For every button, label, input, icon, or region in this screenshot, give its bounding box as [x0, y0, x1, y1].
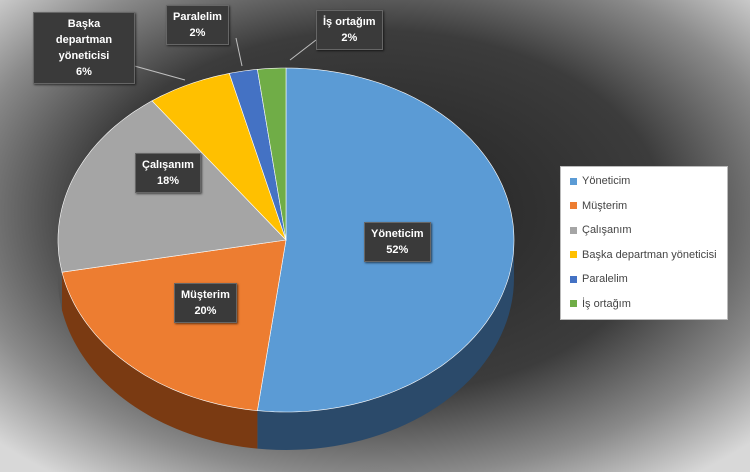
legend-item: Çalışanım: [570, 224, 632, 236]
data-label-yoneticim: Yöneticim 52%: [364, 222, 431, 262]
data-label-paralelim: Paralelim 2%: [166, 5, 229, 45]
legend-swatch: [570, 251, 577, 258]
data-label-calisanim: Çalışanım 18%: [135, 153, 201, 193]
data-label-baska-departman: Başka departman yöneticisi 6%: [33, 12, 135, 84]
data-label-musterim: Müşterim 20%: [174, 283, 237, 323]
legend-item: Başka departman yöneticisi: [570, 249, 717, 261]
pie-slice-1: [61, 239, 287, 411]
legend-label: Çalışanım: [582, 224, 632, 236]
legend-swatch: [570, 300, 577, 307]
legend-swatch: [570, 177, 577, 185]
legend: Yöneticim Müşterim Çalışanım Başka departma…: [560, 166, 728, 320]
legend-item: Paralelim: [570, 273, 628, 285]
legend-item: İş ortağım: [570, 298, 631, 310]
pie-side-1: [62, 272, 258, 449]
legend-swatch: [570, 202, 577, 209]
leader-line-2: [289, 39, 317, 61]
legend-swatch: [570, 226, 577, 234]
pie-side-0: [257, 240, 514, 450]
leader-line-1: [235, 37, 243, 67]
pie-slice-5: [257, 67, 287, 241]
legend-item: Yöneticim: [570, 175, 630, 187]
legend-label: Yöneticim: [582, 175, 631, 187]
legend-label: Müşterim: [582, 199, 628, 212]
legend-label: İş ortağım: [582, 297, 631, 310]
legend-item: Müşterim: [570, 200, 627, 212]
legend-swatch: [570, 275, 577, 283]
data-label-is-ortagim: İş ortağım 2%: [316, 10, 383, 50]
pie-slice-3: [151, 73, 287, 241]
pie-slice-4: [228, 69, 287, 241]
legend-label: Başka departman yöneticisi: [582, 248, 717, 261]
legend-label: Paralelim: [582, 273, 628, 285]
